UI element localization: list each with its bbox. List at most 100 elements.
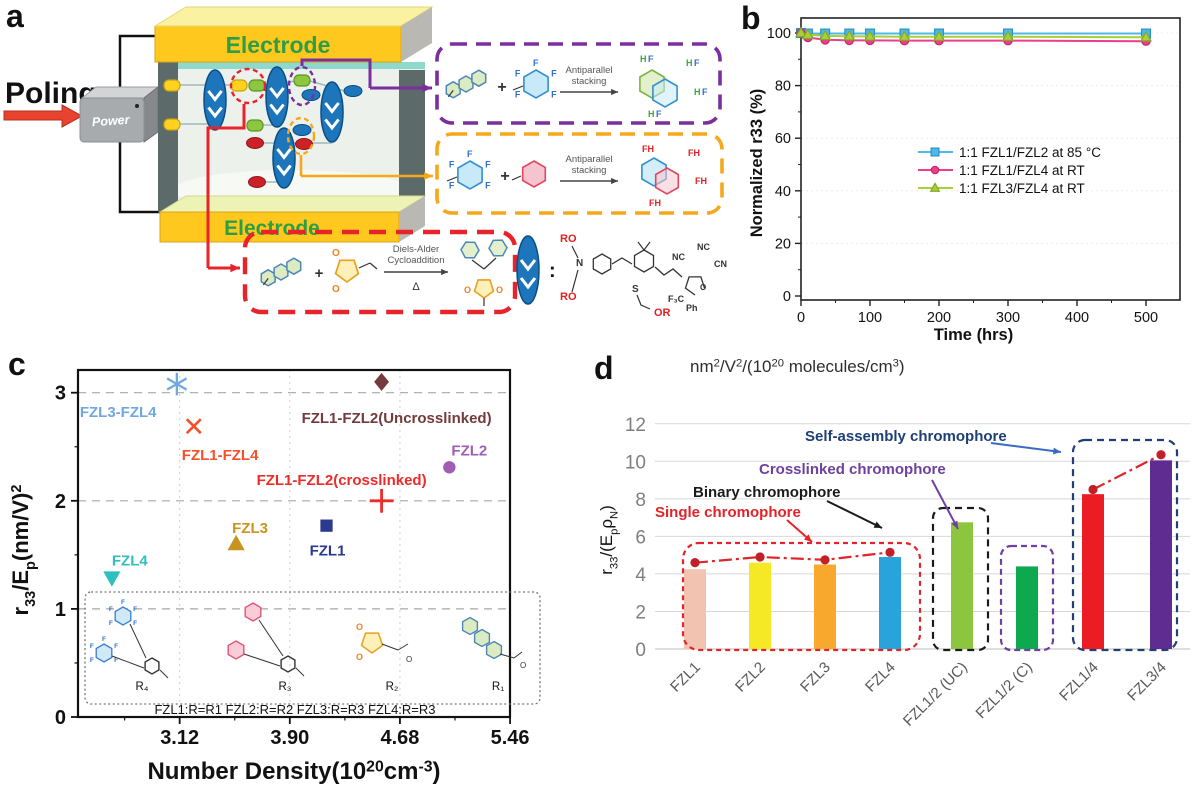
- bar-FZL1: [684, 569, 706, 649]
- point-label: FZL3: [232, 520, 268, 537]
- line-dot: [820, 555, 830, 565]
- red-highlight-circle: [229, 67, 267, 105]
- y-tick-label: 80: [775, 79, 791, 95]
- antiparallel-label: Antiparallel: [566, 65, 613, 76]
- y-axis: 0 2 4 6 8 10 12 r33/(EpρN): [597, 415, 646, 661]
- group-box-Binary chromophore: [931, 506, 990, 652]
- legend: 1:1 FZL1/FZL2 at 85 °C 1:1 FZL1/FZL4 at R…: [918, 145, 1101, 196]
- atom-F: F: [133, 620, 137, 627]
- atom-O: O: [406, 655, 412, 664]
- bars: [684, 460, 1172, 649]
- stripe: [207, 106, 223, 119]
- line: [643, 241, 651, 251]
- r-label: R₃: [279, 681, 292, 693]
- x-tick-label: 3.90: [270, 727, 309, 749]
- diels-alder-label: Cycloaddition: [387, 255, 444, 266]
- ring: [458, 75, 474, 93]
- point-label: FZL1-FZL2(Uncrosslinked): [302, 410, 492, 427]
- marker-triangle-up: [819, 29, 832, 41]
- atom-O: O: [332, 248, 340, 259]
- y-tick-label: 10: [625, 452, 646, 473]
- atom-O: O: [356, 652, 363, 662]
- line: [159, 669, 169, 679]
- ring: [445, 80, 461, 99]
- panel-d-letter: d: [594, 350, 614, 386]
- line: [369, 262, 378, 270]
- y-axis: 0 1 2 3 r33/Ep(nm/V)2: [8, 383, 78, 729]
- legend-label: 1:1 FZL3/FZL4 at RT: [959, 181, 1085, 196]
- line: [513, 651, 523, 659]
- y-tick-label: 20: [775, 236, 791, 252]
- annotation-Single chromophore: Single chromophore: [655, 504, 801, 521]
- x-axis-title: Time (hrs): [934, 326, 1013, 344]
- atom-F: F: [109, 620, 113, 627]
- callout-arrows: [206, 58, 433, 273]
- atom-N: N: [576, 258, 583, 269]
- marker-circle: [443, 461, 456, 474]
- marker-square: [320, 519, 333, 532]
- ring: [95, 643, 113, 663]
- stripe: [519, 259, 537, 272]
- y-tick-label: 2: [635, 602, 646, 623]
- marker-triangle-up: [864, 29, 876, 41]
- reaction-arrow-head: [611, 88, 618, 96]
- data-point-FZL3-FZL4: FZL3-FZL4: [80, 372, 188, 421]
- ring: [457, 160, 483, 190]
- chromophore-film: [163, 66, 363, 189]
- line: [381, 643, 399, 651]
- line: [358, 262, 371, 269]
- line-dot: [885, 547, 895, 557]
- data-point-FZL1: FZL1: [310, 519, 345, 560]
- plus-sign: +: [315, 265, 324, 282]
- ring: [260, 268, 276, 287]
- marker-circle: [930, 165, 940, 175]
- top-electrode-front: [154, 25, 402, 63]
- wire-bottom: [118, 140, 160, 214]
- line: [397, 643, 409, 651]
- group-box-Crosslinked chromophore: [999, 544, 1055, 652]
- ring: [633, 249, 655, 273]
- legend-label: 1:1 FZL1/FZL4 at RT: [959, 163, 1085, 178]
- inset-border: [84, 591, 541, 705]
- y-tick-label: 0: [635, 640, 646, 661]
- panel-b-line-chart: 0 100 200 300 400 500 Time (hrs) 0 20 40 60 80 100 No…: [748, 17, 1181, 344]
- ring: [473, 628, 491, 648]
- bar-FZL1/2 (UC): [951, 522, 973, 649]
- category-label: FZL1: [667, 659, 704, 696]
- dashdot-line: [1092, 453, 1162, 491]
- atom-F: F: [551, 90, 557, 100]
- label-NC: NC: [697, 242, 710, 252]
- point-label: FZL3-FZL4: [80, 404, 157, 421]
- line: [243, 653, 281, 667]
- marker-triangle-up: [843, 29, 856, 41]
- line: [295, 667, 305, 677]
- annotation-arrow-head: [804, 534, 812, 542]
- ring: [280, 655, 296, 673]
- host-capsule: [163, 118, 181, 131]
- atom-F: F: [90, 643, 94, 650]
- atom-O: O: [496, 285, 503, 295]
- orange-stacking-box: [435, 132, 724, 215]
- orange-highlight-ellipse: [286, 116, 316, 156]
- bond: [636, 294, 651, 310]
- category-label: FZL1/2 (C): [973, 659, 1036, 722]
- atom-F: F: [114, 643, 118, 650]
- x-tick-label: 300: [996, 310, 1020, 326]
- poling-arrow: [3, 104, 84, 128]
- atom-F: F: [515, 69, 521, 79]
- chart-title: nm2/V2/(1020 molecules/cm3): [690, 357, 905, 376]
- atom-FH: FH: [695, 176, 707, 186]
- line-dot: [1156, 450, 1166, 460]
- y-tick-label: 12: [625, 415, 646, 436]
- x-tick-label: 500: [1134, 310, 1158, 326]
- bottom-electrode-top: [158, 195, 427, 213]
- line: [483, 257, 497, 270]
- x-tick-label: 0: [797, 310, 805, 326]
- marker-diamond: [374, 372, 390, 391]
- series-triangle: [795, 26, 1152, 42]
- ring: [521, 160, 547, 188]
- x-tick-label: 400: [1065, 310, 1089, 326]
- annotation-Binary chromophore: Binary chromophore: [693, 484, 841, 501]
- ring: [227, 640, 245, 660]
